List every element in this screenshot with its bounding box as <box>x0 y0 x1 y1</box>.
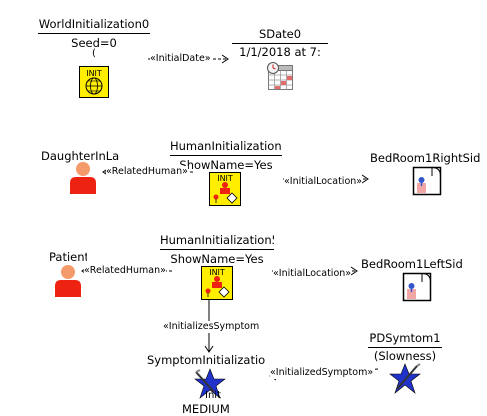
human-init-1-divider <box>170 155 282 156</box>
calendar-icon[interactable] <box>265 62 295 92</box>
room-icon[interactable] <box>412 166 442 196</box>
person-icon[interactable] <box>66 161 100 195</box>
init-person-icon-text: INIT <box>217 174 233 183</box>
edge-related-human-1: «RelatedHuman» <box>106 166 188 178</box>
patient-person-icon[interactable] <box>51 264 85 298</box>
pd-symptom-attr: (Slowness) <box>373 349 437 363</box>
init-patient-icon-text: INIT <box>209 268 225 277</box>
patient-name[interactable]: Patient <box>49 250 87 264</box>
room-left-icon[interactable] <box>402 272 432 302</box>
edge-initializes-symptom: «InitializesSymptom <box>163 321 260 333</box>
edge-initial-date: «InitialDate» <box>150 53 211 65</box>
pd-symptom-star-icon[interactable] <box>387 363 423 395</box>
init-globe-icon-text: INIT <box>86 69 102 78</box>
pd-symptom-name[interactable]: PDSymtom1 <box>369 331 441 345</box>
edge-related-human-2: «RelatedHuman» <box>84 265 166 277</box>
world-init-extra: ( <box>92 48 96 59</box>
init-patient-icon[interactable]: INIT <box>201 266 233 300</box>
human-init-2-divider <box>160 249 274 250</box>
symptom-init-level: MEDIUM <box>182 402 230 416</box>
sdate-name[interactable]: SDate0 <box>258 27 302 41</box>
edge-initial-location-2: «InitialLocation» <box>273 268 352 280</box>
init-globe-icon[interactable]: INIT <box>79 66 109 98</box>
daughter-name[interactable]: DaughterInLa <box>41 149 120 163</box>
human-init-2-name[interactable]: HumanInitialization5 <box>160 233 274 247</box>
world-init-divider <box>38 33 150 34</box>
bedroom-right-name[interactable]: BedRoom1RightSid <box>370 151 481 165</box>
world-init-name[interactable]: WorldInitialization0 <box>38 17 150 31</box>
symptom-init-icon-text: Init <box>205 390 221 401</box>
human-init-1-attr: ShowName=Yes <box>179 158 273 172</box>
init-person-icon[interactable]: INIT <box>209 172 241 206</box>
human-init-1-name[interactable]: HumanInitialization4 <box>170 139 282 153</box>
symptom-star-icon[interactable] <box>192 368 228 400</box>
edge-initialized-symptom: «InitializedSymptom» <box>270 367 374 379</box>
pd-symptom-divider <box>368 347 442 348</box>
symptom-init-name[interactable]: SymptomInitializatio <box>147 353 266 367</box>
sdate-divider <box>232 43 328 44</box>
sdate-attr: 1/1/2018 at 7: <box>239 45 321 59</box>
human-init-2-attr: ShowName=Yes <box>170 252 264 266</box>
edge-initial-location-1: «InitialLocation» <box>284 176 363 188</box>
world-init-attr: Seed=0 <box>71 36 117 50</box>
bedroom-left-name[interactable]: BedRoom1LeftSid <box>361 257 463 271</box>
